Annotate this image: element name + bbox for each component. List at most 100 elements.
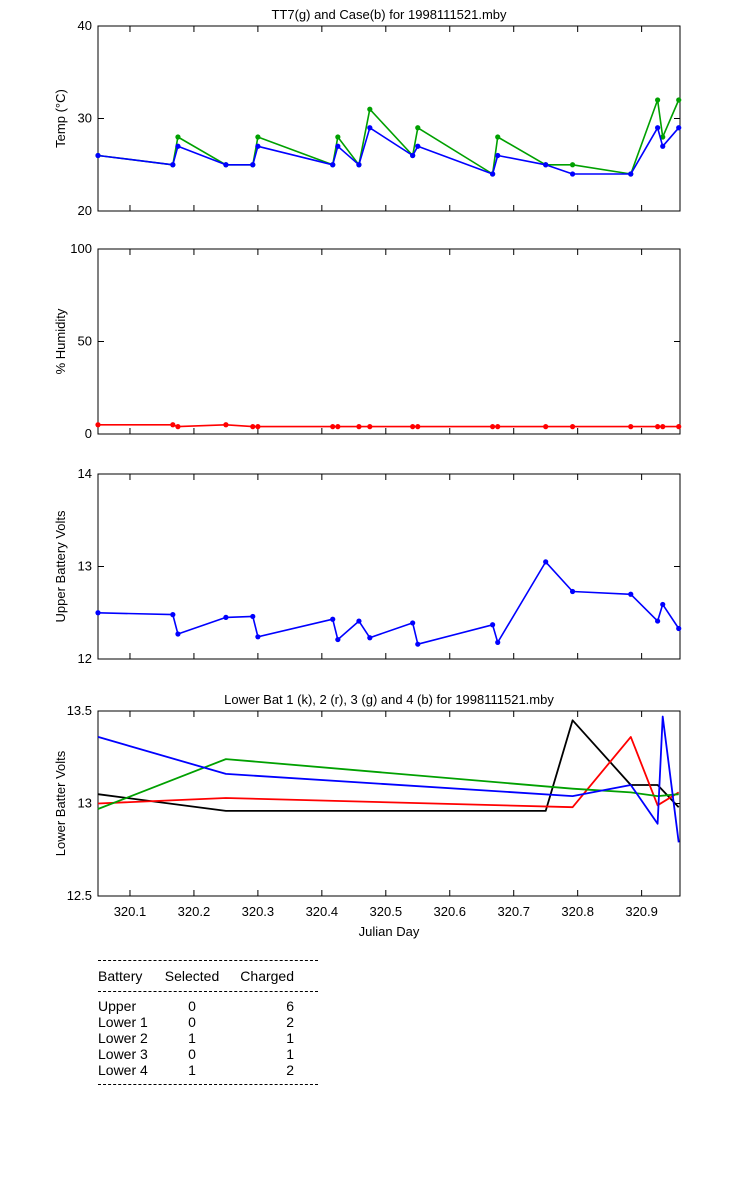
y-tick-label: 12.5 <box>67 888 92 903</box>
data-point <box>569 424 576 430</box>
y-axis-label: Upper Battery Volts <box>53 510 68 622</box>
series-line-2 <box>97 736 680 809</box>
table-header-row: Battery Selected Charged <box>98 961 318 991</box>
data-point <box>490 622 496 628</box>
y-axis-label: Lower Batter Volts <box>53 750 68 856</box>
data-point <box>415 641 421 647</box>
y-tick-label: 14 <box>78 466 92 481</box>
data-point <box>495 134 501 140</box>
data-point <box>255 134 261 140</box>
data-point <box>255 634 261 640</box>
selected-count: 1 <box>188 1030 196 1046</box>
y-tick-label: 40 <box>78 18 92 33</box>
data-point <box>676 125 682 131</box>
data-point <box>250 424 256 430</box>
data-point <box>367 125 373 131</box>
series-line-1 <box>97 99 680 175</box>
data-point <box>543 559 549 565</box>
charged-count: 1 <box>286 1030 294 1046</box>
battery-name: Lower 3 <box>98 1046 148 1062</box>
data-point <box>250 162 256 168</box>
data-point <box>335 636 341 643</box>
charged-count: 2 <box>286 1062 294 1078</box>
plot-frame <box>97 710 681 897</box>
data-point <box>330 162 336 168</box>
data-point <box>415 424 421 430</box>
data-point <box>410 620 416 626</box>
y-tick-label: 100 <box>70 241 92 256</box>
data-point <box>255 424 261 430</box>
data-point <box>335 143 341 149</box>
data-point <box>223 162 229 168</box>
table-row: Lower 2 1 1 <box>98 1030 318 1046</box>
data-point <box>495 152 501 159</box>
data-point <box>655 618 661 624</box>
x-tick-label: 320.1 <box>114 904 147 919</box>
chart-title: Lower Bat 1 (k), 2 (r), 3 (g) and 4 (b) … <box>224 692 554 707</box>
data-point <box>223 614 229 620</box>
y-axis-label: % Humidity <box>53 308 68 374</box>
data-point <box>569 588 576 595</box>
series-line-1 <box>97 719 680 812</box>
data-point <box>415 125 421 131</box>
y-tick-label: 0 <box>85 426 92 441</box>
table-row: Lower 4 1 2 <box>98 1062 318 1078</box>
data-point <box>175 424 181 430</box>
series-line-4 <box>97 715 680 843</box>
chart-panel-1: 20 30 40 TT7(g) and Case(b) for 1998111521.… <box>53 7 682 218</box>
data-point <box>410 152 416 159</box>
x-tick-label: 320.8 <box>561 904 594 919</box>
table-row: Lower 3 0 1 <box>98 1046 318 1062</box>
table-row: Lower 1 0 2 <box>98 1014 318 1030</box>
data-point <box>335 134 341 140</box>
data-point <box>660 424 666 430</box>
data-point <box>628 591 634 597</box>
data-point <box>655 424 661 430</box>
data-point <box>175 143 181 149</box>
battery-name: Lower 1 <box>98 1014 148 1030</box>
series-line-1 <box>97 561 680 646</box>
data-point <box>330 424 336 430</box>
data-point <box>95 610 101 616</box>
data-point <box>495 639 501 645</box>
x-tick-label: 320.6 <box>433 904 466 919</box>
data-point <box>223 422 229 428</box>
series-line-2 <box>97 127 680 175</box>
data-point <box>170 162 176 168</box>
battery-name: Lower 2 <box>98 1030 148 1046</box>
data-point <box>356 162 362 168</box>
table-row: Upper 0 6 <box>98 998 318 1014</box>
table-divider <box>98 991 318 992</box>
data-point <box>569 171 576 177</box>
data-point <box>660 143 666 149</box>
chart-area: 20 30 40 TT7(g) and Case(b) for 1998111521.… <box>53 7 682 939</box>
series-line-1 <box>98 423 679 428</box>
data-point <box>330 616 336 622</box>
data-point <box>335 424 341 430</box>
data-point <box>367 106 373 112</box>
chart-title: TT7(g) and Case(b) for 1998111521.mby <box>271 7 507 22</box>
data-point <box>569 162 576 168</box>
y-axis-label: Temp (°C) <box>53 89 68 148</box>
x-tick-label: 320.7 <box>497 904 530 919</box>
data-point <box>628 424 634 430</box>
chart-panel-3: 12 13 14 Upper Battery Volts <box>53 466 682 666</box>
selected-count: 0 <box>188 998 196 1014</box>
data-point <box>490 171 496 177</box>
data-point <box>543 162 549 168</box>
data-point <box>410 424 416 430</box>
table-divider <box>98 960 318 961</box>
data-point <box>175 134 181 140</box>
chart-panel-2: 0 50 100 % Humidity <box>53 241 682 441</box>
data-point <box>676 424 682 430</box>
data-point <box>356 424 362 430</box>
data-point <box>660 601 666 608</box>
data-point <box>367 635 373 641</box>
y-tick-label: 13 <box>78 796 92 811</box>
y-tick-label: 12 <box>78 651 92 666</box>
data-point <box>367 424 373 430</box>
x-axis-label: Julian Day <box>359 924 420 939</box>
battery-name: Upper <box>98 998 137 1014</box>
selected-count: 1 <box>188 1062 196 1078</box>
y-tick-label: 50 <box>78 334 92 349</box>
